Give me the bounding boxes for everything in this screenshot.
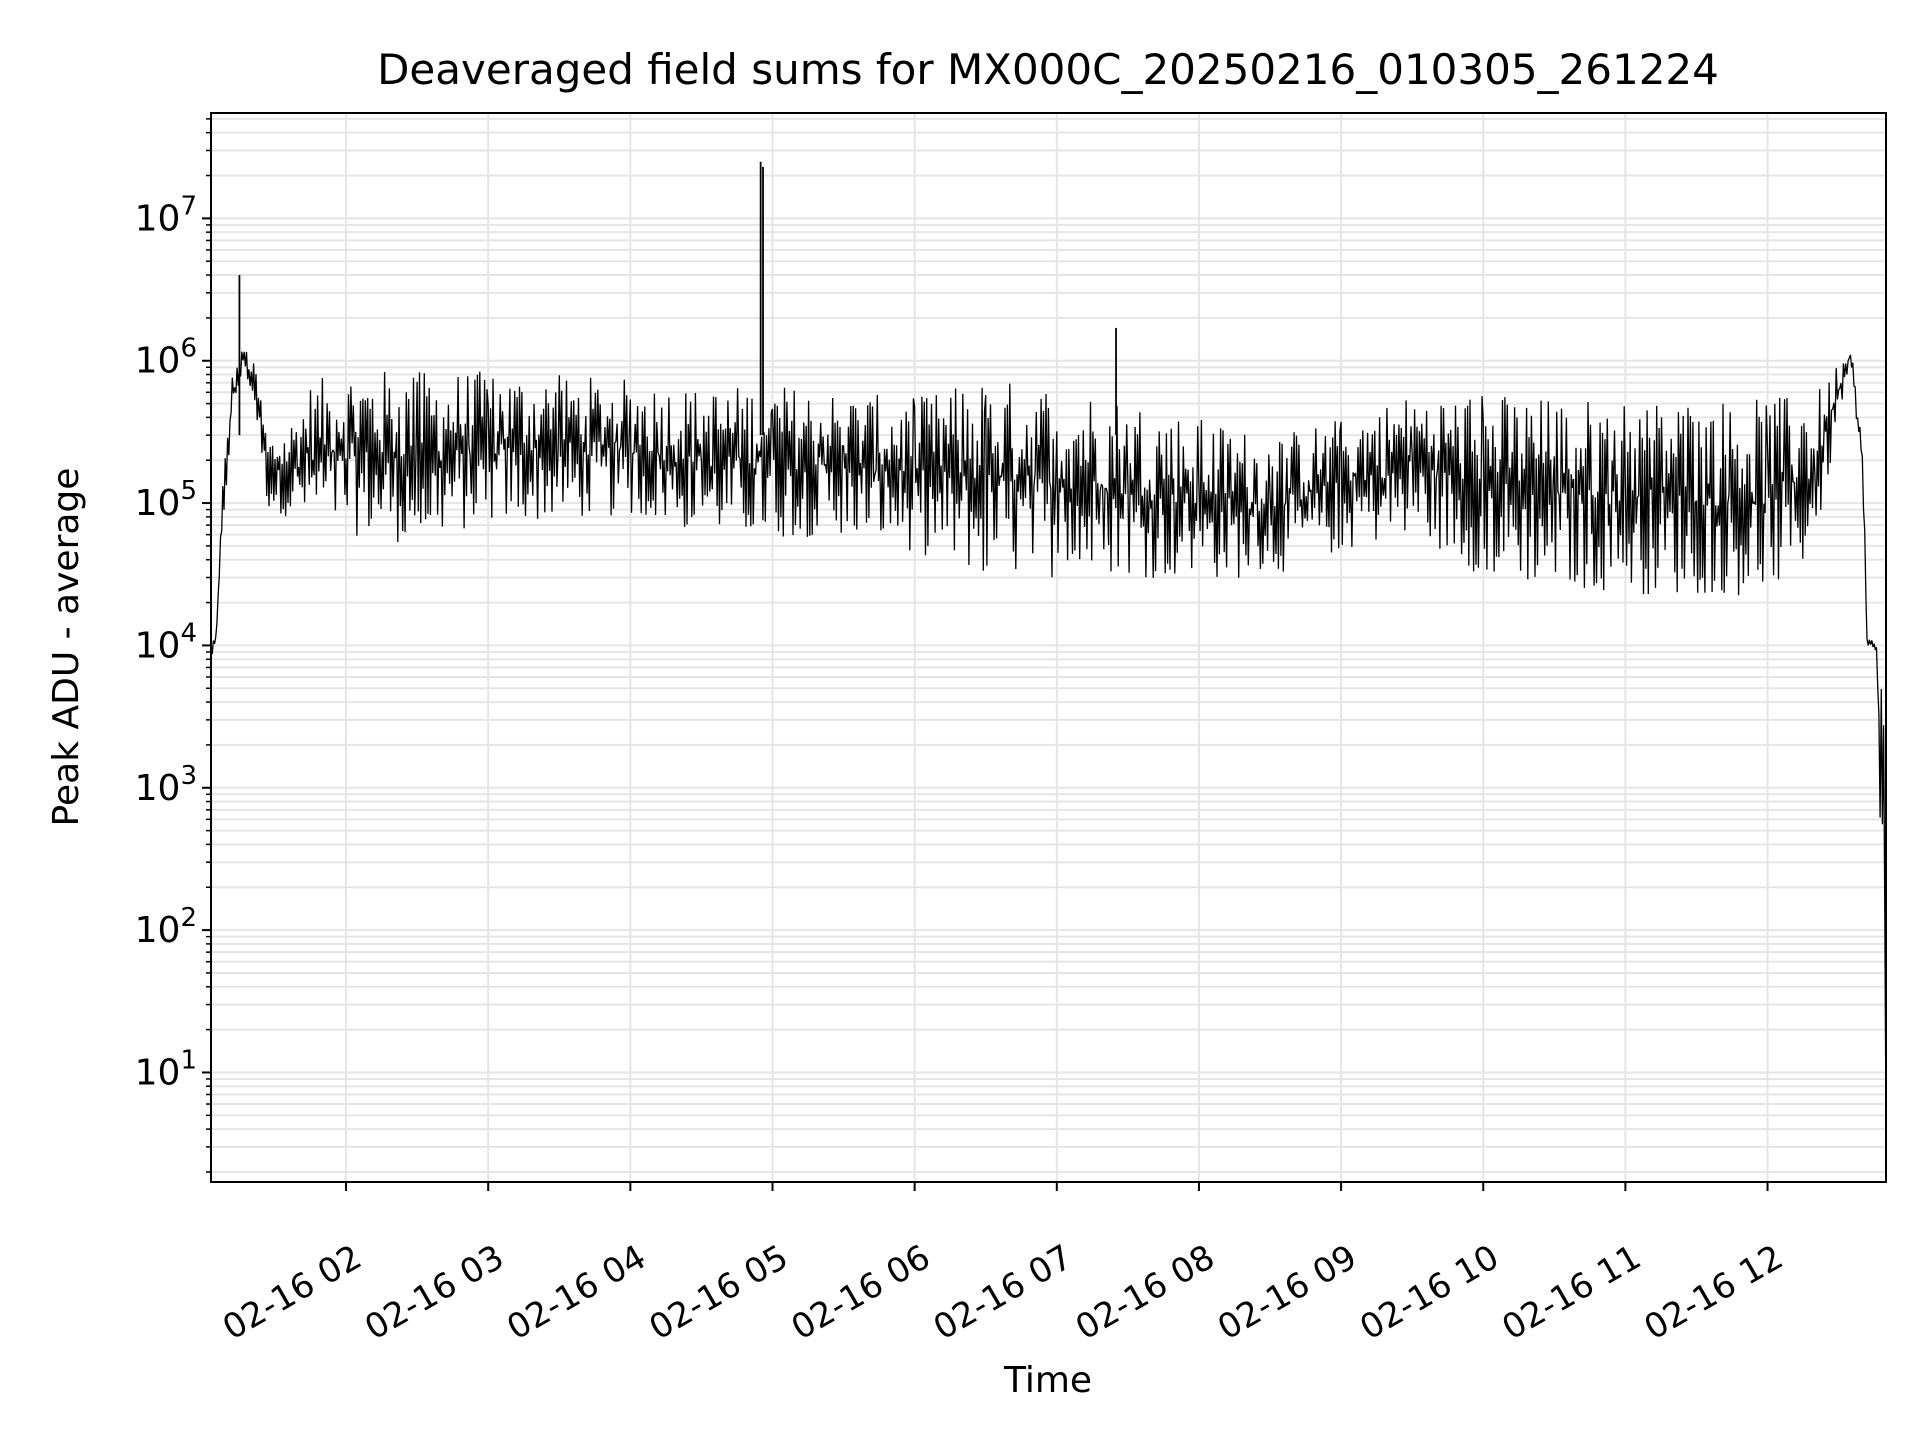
y-tick-label: 106 — [135, 334, 197, 382]
y-axis: 101 102 103 104 105 106 107 — [135, 118, 211, 1173]
chart-title: Deaveraged field sums for MX000C_2025021… — [377, 45, 1719, 94]
y-tick-label: 107 — [135, 191, 197, 239]
x-axis-label: Time — [1003, 1360, 1092, 1401]
y-tick-label: 103 — [135, 761, 197, 809]
y-tick-label: 101 — [135, 1045, 197, 1093]
plot-area-frame — [210, 112, 1887, 1183]
y-axis-label: Peak ADU - average — [46, 468, 87, 827]
series-line — [210, 161, 1887, 1130]
grid — [211, 113, 1886, 1182]
y-tick-label: 102 — [135, 903, 197, 951]
y-tick-label: 104 — [135, 618, 197, 666]
y-tick-label: 105 — [135, 476, 197, 524]
series-trace — [210, 351, 1887, 1130]
